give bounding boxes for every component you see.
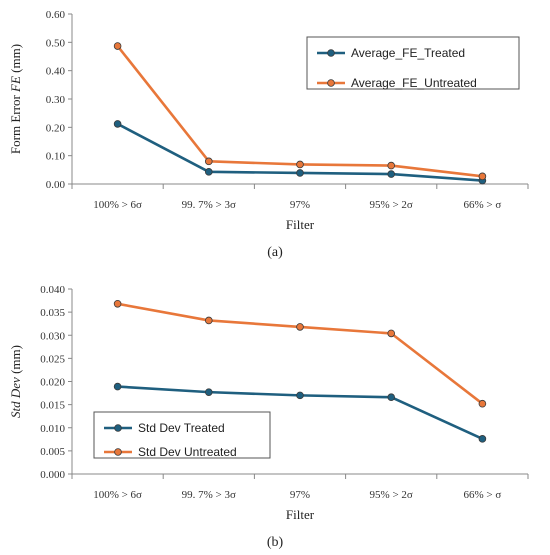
x-axis-title: Filter <box>286 507 315 522</box>
panel-caption: (b) <box>267 535 284 550</box>
y-axis-title: Form Error FE (mm) <box>8 44 23 154</box>
y-axis-title-prefix: Form Error <box>8 92 23 154</box>
data-point-untreated <box>296 323 304 331</box>
y-tick-label: 0.010 <box>40 423 65 435</box>
y-tick-label: 0.030 <box>40 330 65 342</box>
data-point-treated <box>478 435 487 443</box>
y-axis-title-italic: FE <box>8 76 23 93</box>
x-tick-label: 99. 7% > 3σ <box>182 489 236 501</box>
y-tick-label: 0.000 <box>40 469 65 481</box>
y-tick-label: 0.035 <box>40 307 65 319</box>
data-point-treated <box>113 120 122 128</box>
chart-panel-b: 0.000 0.005 0.010 0.015 0.020 0.025 0.030 0.035… <box>8 284 529 550</box>
y-axis-title: Std Dev (mm) <box>8 345 23 418</box>
data-point-treated <box>296 169 304 177</box>
data-point-treated <box>387 393 396 402</box>
data-point-untreated <box>296 160 304 169</box>
legend: Average_FE_Treated Average_FE_Untreated <box>306 36 520 90</box>
chart-panel-a: 0.00 0.10 0.20 0.30 0.40 0.50 0.60 100% > 6σ 99.… <box>8 9 529 260</box>
data-point-untreated <box>205 316 213 325</box>
legend-box <box>93 411 271 459</box>
x-tick-label: 100% > 6σ <box>93 489 142 501</box>
legend-label: Average_FE_Treated <box>351 46 465 60</box>
data-point-treated <box>205 168 213 176</box>
data-point-treated <box>113 382 122 391</box>
legend-label: Std Dev Treated <box>138 421 225 435</box>
legend-swatch-marker <box>327 49 335 57</box>
legend-label: Average_FE_Untreated <box>351 76 477 90</box>
x-tick-label: 100% > 6σ <box>93 199 142 211</box>
data-point-treated <box>205 388 213 396</box>
y-tick-label: 0.60 <box>46 9 66 21</box>
data-point-untreated <box>478 172 487 181</box>
x-tick-label: 95% > 2σ <box>370 199 413 211</box>
data-point-untreated <box>205 157 213 166</box>
data-point-untreated <box>387 329 396 338</box>
y-tick-label: 0.20 <box>46 122 66 134</box>
panel-caption: (a) <box>267 245 283 260</box>
legend-swatch-marker <box>114 448 122 456</box>
data-point-untreated <box>387 161 396 170</box>
data-point-treated <box>387 170 396 178</box>
legend-box <box>306 36 520 90</box>
x-tick-label: 66% > σ <box>464 489 502 501</box>
y-axis-title-italic: Std Dev <box>8 377 23 418</box>
x-tick-label: 66% > σ <box>464 199 502 211</box>
data-point-untreated <box>113 299 122 308</box>
x-tick-label: 97% <box>290 489 310 501</box>
data-point-untreated <box>478 399 487 408</box>
legend-swatch-marker <box>327 79 335 87</box>
y-tick-label: 0.50 <box>46 37 66 49</box>
data-point-untreated <box>113 42 122 50</box>
x-tick-label: 99. 7% > 3σ <box>182 199 236 211</box>
y-tick-label: 0.30 <box>46 94 66 106</box>
legend-swatch-marker <box>114 424 122 432</box>
y-tick-label: 0.40 <box>46 66 66 78</box>
y-tick-label: 0.005 <box>40 446 65 458</box>
legend: Std Dev Treated Std Dev Untreated <box>93 411 271 459</box>
y-tick-label: 0.00 <box>46 179 66 191</box>
x-tick-label: 95% > 2σ <box>370 489 413 501</box>
y-tick-label: 0.020 <box>40 377 65 389</box>
data-point-treated <box>296 391 304 400</box>
y-axis-title-suffix: (mm) <box>8 44 23 76</box>
y-tick-label: 0.025 <box>40 353 65 365</box>
y-tick-label: 0.040 <box>40 284 65 296</box>
x-axis-title: Filter <box>286 217 315 232</box>
y-axis-title-suffix: (mm) <box>8 345 23 377</box>
y-tick-label: 0.10 <box>46 151 66 163</box>
y-tick-label: 0.015 <box>40 400 65 412</box>
x-tick-label: 97% <box>290 199 310 211</box>
legend-label: Std Dev Untreated <box>138 445 237 459</box>
